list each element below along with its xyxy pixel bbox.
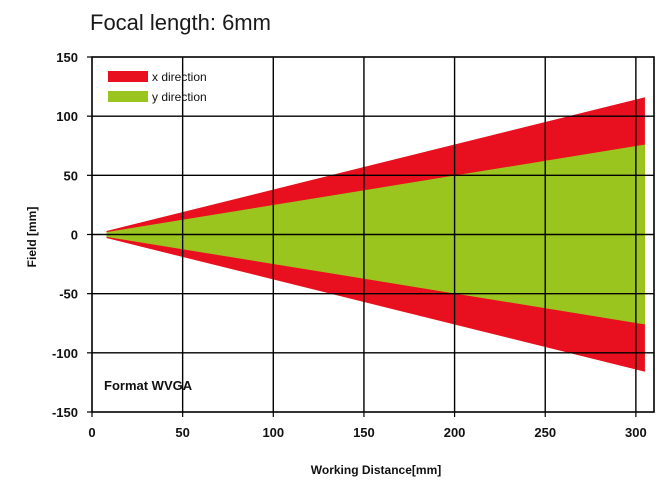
- x-tick-label: 200: [444, 425, 466, 440]
- legend-label: y direction: [152, 90, 207, 104]
- x-tick-label: 50: [175, 425, 189, 440]
- x-tick-label: 0: [88, 425, 95, 440]
- y-tick-label: -50: [59, 287, 78, 302]
- legend: x direction y direction: [108, 70, 207, 104]
- x-tick-label: 100: [262, 425, 284, 440]
- x-tick-label: 300: [625, 425, 647, 440]
- y-tick-label: 0: [71, 228, 78, 243]
- y-axis-label: Field [mm]: [25, 207, 39, 268]
- y-tick-label: -100: [52, 346, 78, 361]
- x-tick-label: 250: [534, 425, 556, 440]
- legend-swatch: [108, 91, 148, 102]
- format-annotation: Format WVGA: [104, 378, 193, 393]
- y-tick-label: 50: [64, 168, 78, 183]
- chart-title: Focal length: 6mm: [90, 10, 271, 35]
- plot-area: 0 50 100 150 200 250 300 150 100 50 0 -50 -100 -150: [52, 50, 655, 440]
- y-tick-label: 150: [56, 50, 78, 65]
- legend-label: x direction: [152, 70, 207, 84]
- x-axis-label: Working Distance[mm]: [311, 463, 441, 477]
- legend-swatch: [108, 71, 148, 82]
- y-tick-label: -150: [52, 405, 78, 420]
- x-tick-label: 150: [353, 425, 375, 440]
- y-tick-label: 100: [56, 109, 78, 124]
